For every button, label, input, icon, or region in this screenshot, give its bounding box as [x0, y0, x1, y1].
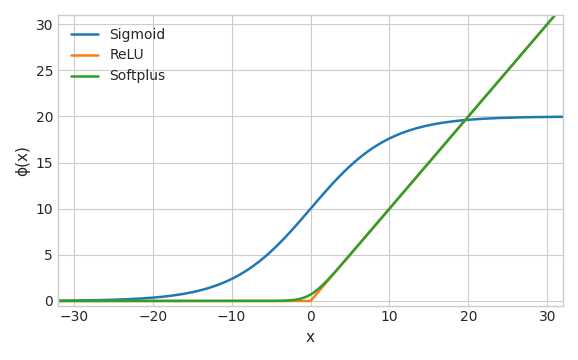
ReLU: [285, 299, 292, 303]
Line: Sigmoid: Sigmoid: [34, 117, 578, 301]
Sigmoid: [299, 215, 306, 220]
Sigmoid: [466, 118, 473, 122]
Y-axis label: ϕ(x): ϕ(x): [15, 145, 30, 176]
Line: ReLU: ReLU: [34, 0, 578, 301]
Sigmoid: [567, 114, 574, 119]
ReLU: [466, 113, 473, 118]
Sigmoid: [567, 114, 574, 119]
Sigmoid: [285, 232, 292, 236]
Softplus: [299, 296, 306, 300]
Softplus: [31, 299, 38, 303]
Softplus: [285, 298, 292, 303]
Softplus: [59, 299, 66, 303]
X-axis label: x: x: [306, 330, 315, 345]
ReLU: [31, 299, 38, 303]
Softplus: [466, 113, 473, 118]
Sigmoid: [59, 298, 66, 303]
Sigmoid: [31, 299, 38, 303]
ReLU: [299, 299, 306, 303]
ReLU: [59, 299, 66, 303]
Legend: Sigmoid, ReLU, Softplus: Sigmoid, ReLU, Softplus: [65, 22, 171, 89]
Line: Softplus: Softplus: [34, 0, 578, 301]
